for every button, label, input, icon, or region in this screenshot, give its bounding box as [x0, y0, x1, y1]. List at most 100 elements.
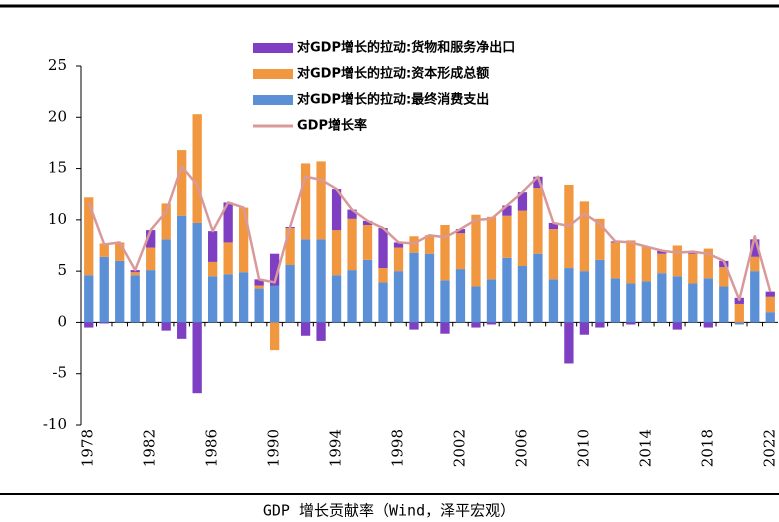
bar — [455, 269, 466, 323]
bar — [161, 322, 171, 331]
bar — [502, 205, 512, 216]
bar — [300, 239, 311, 323]
bar — [765, 291, 775, 297]
y-tick-label: 15 — [48, 159, 67, 177]
bar — [502, 257, 512, 323]
bar — [378, 268, 388, 283]
bar — [347, 218, 357, 271]
bar — [440, 322, 450, 334]
bar — [734, 322, 744, 325]
bar — [517, 266, 528, 323]
bar — [765, 296, 775, 313]
bar — [347, 209, 357, 219]
bar — [626, 283, 636, 323]
x-tick-label: 1986 — [203, 429, 221, 467]
bar — [471, 322, 481, 328]
bar — [254, 288, 264, 323]
x-tick-label: 2018 — [698, 429, 716, 467]
x-tick-label: 1994 — [327, 429, 345, 467]
bar — [517, 210, 528, 267]
bar — [393, 247, 404, 272]
bar — [285, 264, 295, 323]
bar — [440, 280, 450, 323]
bar — [595, 218, 605, 260]
caption: GDP 增长贡献率（Wind，泽平宏观） — [263, 502, 515, 520]
bar — [378, 282, 388, 323]
bar — [223, 202, 233, 243]
bar — [161, 203, 171, 240]
bar — [471, 286, 481, 323]
bar — [703, 248, 713, 279]
bar — [595, 259, 605, 323]
bar — [750, 239, 760, 257]
bar — [657, 273, 667, 323]
bar — [765, 312, 775, 323]
bar — [99, 256, 109, 323]
bar — [362, 224, 373, 260]
bar — [300, 163, 311, 240]
bar — [533, 176, 543, 189]
bar — [316, 239, 326, 323]
bar — [734, 303, 744, 323]
bar — [455, 233, 466, 270]
bar — [486, 216, 497, 280]
y-tick-label: -5 — [52, 364, 67, 382]
bar — [177, 322, 187, 339]
bar — [84, 275, 94, 323]
bar — [533, 253, 543, 323]
x-tick-label: 2002 — [450, 429, 468, 467]
bar — [703, 322, 713, 328]
bar — [130, 275, 140, 323]
bar — [424, 253, 435, 323]
x-tick-label: 2006 — [512, 429, 530, 467]
bar — [115, 242, 125, 261]
bar — [564, 322, 574, 364]
bar — [177, 215, 187, 323]
bar — [177, 150, 187, 216]
bar — [610, 278, 621, 323]
bar — [130, 272, 140, 276]
y-tick-label: 10 — [48, 210, 67, 228]
bar — [269, 322, 280, 351]
x-tick-label: 1998 — [389, 429, 407, 467]
bar — [579, 322, 590, 335]
bar — [146, 247, 156, 271]
bar — [657, 253, 667, 274]
bar — [223, 242, 233, 275]
bar — [533, 188, 543, 254]
bar — [378, 228, 388, 269]
bar — [362, 220, 373, 225]
bar — [703, 278, 713, 323]
bar — [564, 268, 574, 323]
bar — [331, 189, 342, 231]
bar — [84, 197, 94, 276]
x-tick-label: 1990 — [265, 429, 283, 467]
bar — [455, 229, 466, 234]
bar — [99, 322, 109, 324]
bar — [719, 267, 729, 287]
x-tick-label: 1978 — [79, 429, 97, 467]
bar — [750, 256, 760, 272]
bar — [254, 285, 264, 289]
bar — [238, 272, 249, 323]
bar — [672, 276, 682, 323]
bar — [347, 270, 357, 323]
bar — [409, 252, 419, 323]
bar — [99, 243, 109, 257]
bar — [626, 240, 636, 284]
bar — [579, 271, 590, 323]
bar — [486, 279, 497, 323]
bar — [161, 239, 171, 323]
bar — [316, 322, 326, 341]
bar — [672, 322, 682, 330]
bar — [688, 253, 698, 284]
bar — [362, 259, 373, 323]
y-tick-label: -10 — [43, 415, 67, 433]
bar — [657, 250, 667, 254]
bar — [254, 279, 264, 286]
bar — [688, 283, 698, 323]
bar — [719, 286, 729, 323]
bar — [208, 276, 218, 323]
